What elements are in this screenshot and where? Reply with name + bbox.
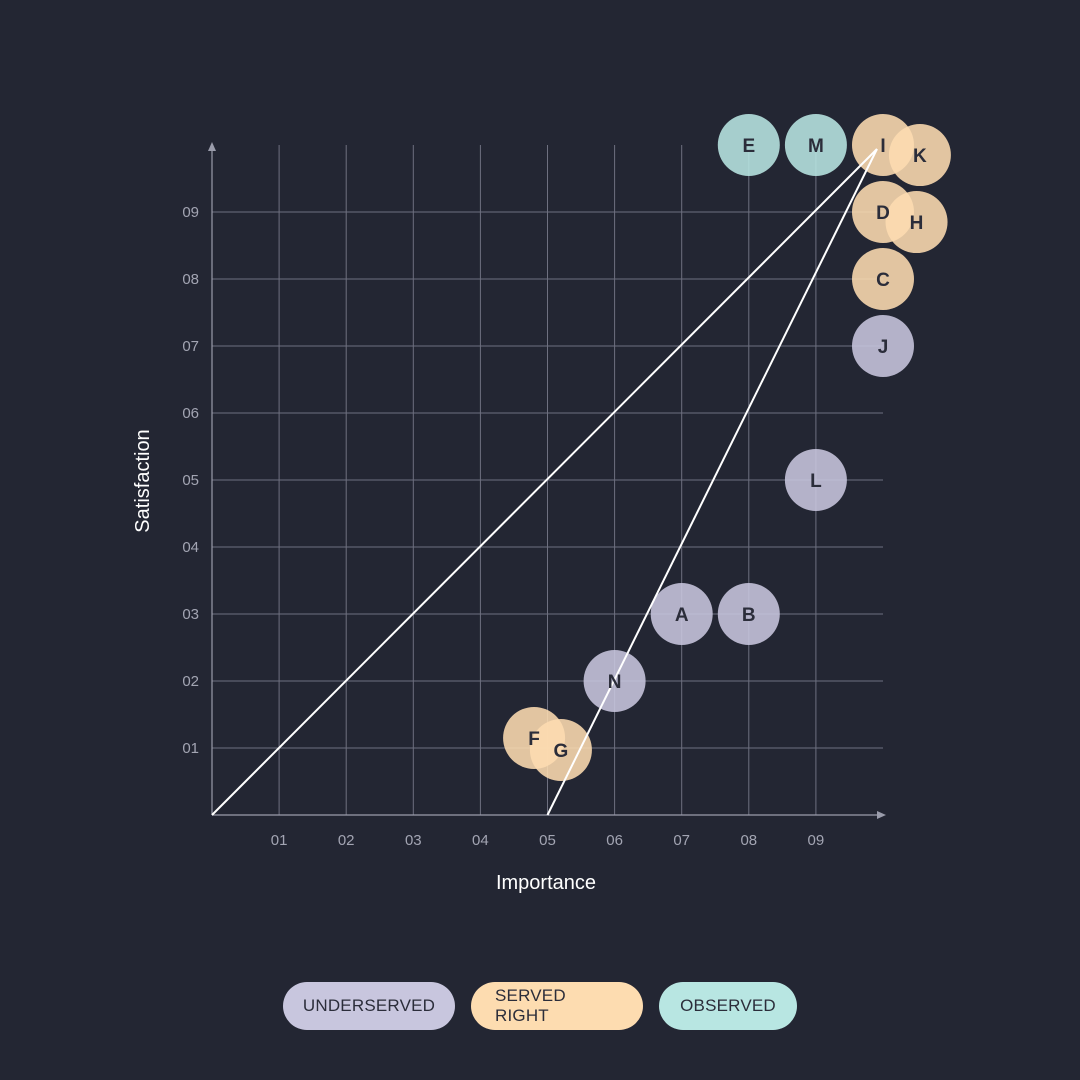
- x-tick-label: 01: [271, 832, 288, 849]
- data-point-j: [852, 315, 914, 377]
- reference-line-1: [211, 148, 878, 816]
- data-label-f: F: [528, 729, 540, 750]
- legend: UNDERSERVED SERVED RIGHT OBSERVED: [0, 982, 1080, 1030]
- reference-line-2: [546, 148, 878, 816]
- y-tick-label: 08: [182, 271, 199, 288]
- data-label-k: K: [913, 146, 927, 167]
- x-axis-label: Importance: [496, 872, 596, 894]
- data-point-b: [717, 583, 780, 645]
- legend-underserved: UNDERSERVED: [283, 982, 455, 1030]
- legend-served-right: SERVED RIGHT: [471, 982, 643, 1030]
- data-point-h: [885, 191, 948, 254]
- x-tick-label: 02: [338, 832, 355, 849]
- y-tick-label: 06: [182, 405, 199, 422]
- y-axis-label: Satisfaction: [132, 429, 154, 532]
- y-tick-label: 02: [182, 673, 199, 690]
- data-label-e: E: [742, 136, 755, 157]
- data-label-l: L: [810, 471, 822, 492]
- y-tick-label: 07: [182, 338, 199, 355]
- x-tick-label: 06: [606, 832, 623, 849]
- y-tick-label: 09: [182, 204, 199, 221]
- legend-observed: OBSERVED: [659, 982, 797, 1030]
- y-tick-label: 01: [182, 740, 199, 757]
- x-tick-label: 03: [405, 832, 422, 849]
- data-point-k: [888, 124, 951, 187]
- data-label-d: D: [876, 203, 890, 224]
- data-label-i: I: [880, 136, 885, 157]
- data-point-e: [717, 114, 780, 176]
- data-point-m: [784, 114, 847, 176]
- x-tick-label: 09: [808, 832, 825, 849]
- data-label-h: H: [910, 213, 924, 234]
- x-tick-label: 04: [472, 832, 489, 849]
- y-tick-label: 04: [182, 539, 199, 556]
- data-point-l: [784, 449, 847, 511]
- y-tick-label: 05: [182, 472, 199, 489]
- x-tick-label: 08: [740, 832, 757, 849]
- data-label-a: A: [675, 605, 689, 626]
- y-axis-arrow-icon: [208, 142, 216, 151]
- data-label-g: G: [554, 741, 569, 762]
- data-label-c: C: [876, 270, 890, 291]
- x-tick-label: 07: [673, 832, 690, 849]
- x-tick-label: 05: [539, 832, 556, 849]
- data-point-a: [650, 583, 713, 645]
- data-label-b: B: [742, 605, 756, 626]
- y-tick-label: 03: [182, 606, 199, 623]
- data-point-c: [852, 248, 914, 310]
- data-label-m: M: [808, 136, 824, 157]
- data-point-g: [529, 719, 592, 782]
- x-axis-arrow-icon: [877, 811, 886, 819]
- data-label-j: J: [878, 337, 889, 358]
- data-label-n: N: [608, 672, 622, 693]
